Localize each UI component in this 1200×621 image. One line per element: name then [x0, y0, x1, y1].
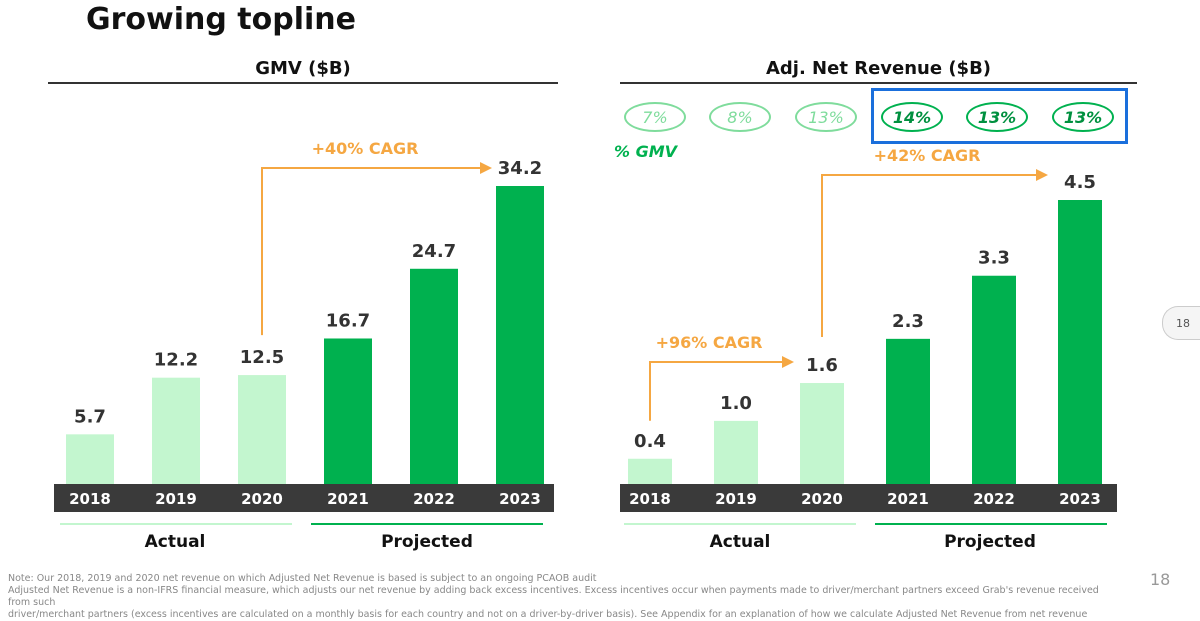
rev-heading: Adj. Net Revenue ($B) — [765, 58, 992, 79]
gmv-projected-label: Projected — [381, 532, 473, 552]
pct-gmv-2020: 13% — [795, 102, 857, 132]
rev-value-label-2022: 3.3 — [978, 248, 1010, 269]
gmv-value-label-2020: 12.5 — [240, 347, 284, 368]
page-number: 18 — [1150, 570, 1171, 589]
gmv-bar-2023 — [496, 186, 544, 484]
rev-cagr-arrow-projected — [821, 174, 1038, 338]
gmv-actual-label: Actual — [144, 532, 206, 552]
rev-value-label-2018: 0.4 — [634, 431, 666, 452]
gmv-value-label-2022: 24.7 — [412, 241, 456, 262]
rev-cagr-arrow-actual — [649, 361, 784, 421]
rev-cagr-label-actual: +96% CAGR — [656, 333, 763, 352]
rev-tick-2019: 2019 — [715, 490, 757, 508]
gmv-value-label-2019: 12.2 — [154, 350, 198, 371]
rev-cagr-arrow-actual-head — [782, 356, 794, 368]
gmv-bar-2018 — [66, 434, 114, 484]
slide-title: Growing topline — [86, 2, 356, 37]
rev-value-label-2020: 1.6 — [806, 355, 838, 376]
rev-projected-label: Projected — [944, 532, 1036, 552]
gmv-tick-2022: 2022 — [413, 490, 455, 508]
rev-bar-2019 — [714, 420, 758, 484]
pct-gmv-2018: 7% — [624, 102, 686, 132]
rev-tick-2023: 2023 — [1059, 490, 1101, 508]
rev-axis-band — [620, 484, 1117, 512]
gmv-bar-2021 — [324, 338, 372, 484]
rev-tick-2022: 2022 — [973, 490, 1015, 508]
footnote-line-3: driver/merchant partners (excess incenti… — [8, 609, 1088, 620]
footnote-line-2: Adjusted Net Revenue is a non-IFRS finan… — [8, 585, 1099, 608]
gmv-bar-2020 — [238, 375, 286, 484]
gmv-value-label-2018: 5.7 — [74, 406, 106, 427]
rev-bar-2018 — [628, 458, 672, 484]
rev-bar-2023 — [1058, 200, 1102, 484]
gmv-chart: 5.7 2018 12.2 2019 12.5 2020 16.7 2021 24.7 2022 3… — [54, 139, 554, 512]
gmv-cagr-label: +40% CAGR — [312, 139, 419, 158]
rev-actual-rule — [624, 523, 856, 525]
gmv-projected-rule — [311, 523, 543, 525]
gmv-cagr-arrow — [261, 167, 482, 336]
rev-tick-2020: 2020 — [801, 490, 843, 508]
pct-gmv-2021: 14% — [881, 102, 943, 132]
gmv-value-label-2021: 16.7 — [326, 310, 370, 331]
rev-projected-rule — [875, 523, 1107, 525]
rev-heading-rule — [620, 82, 1137, 84]
gmv-tick-2020: 2020 — [241, 490, 283, 508]
gmv-tick-2019: 2019 — [155, 490, 197, 508]
gmv-axis-band — [54, 484, 554, 512]
side-page-tab[interactable]: 18 — [1162, 306, 1200, 340]
footnote: Note: Our 2018, 2019 and 2020 net revenu… — [8, 573, 1108, 621]
gmv-actual-rule — [60, 523, 292, 525]
rev-tick-2021: 2021 — [887, 490, 929, 508]
gmv-heading-rule — [48, 82, 558, 84]
pct-gmv-2023: 13% — [1052, 102, 1114, 132]
rev-bar-2020 — [800, 383, 844, 484]
rev-value-label-2019: 1.0 — [720, 393, 752, 414]
rev-chart: 0.4 2018 1.0 2019 1.6 2020 2.3 2021 3.3 2022 4.5 20… — [620, 146, 1117, 512]
gmv-tick-2021: 2021 — [327, 490, 369, 508]
rev-value-label-2023: 4.5 — [1064, 172, 1096, 193]
pct-gmv-2022: 13% — [966, 102, 1028, 132]
rev-value-label-2021: 2.3 — [892, 311, 924, 332]
gmv-tick-2023: 2023 — [499, 490, 541, 508]
rev-bar-2022 — [972, 275, 1016, 484]
gmv-cagr-arrow-head — [480, 162, 492, 174]
gmv-tick-2018: 2018 — [69, 490, 111, 508]
pct-gmv-tag: % GMV — [614, 142, 678, 161]
gmv-heading: GMV ($B) — [255, 58, 351, 79]
rev-bar-2021 — [886, 338, 930, 484]
gmv-bar-2022 — [410, 268, 458, 484]
gmv-value-label-2023: 34.2 — [498, 158, 542, 179]
rev-actual-label: Actual — [709, 532, 771, 552]
rev-cagr-label-projected: +42% CAGR — [874, 146, 981, 165]
gmv-bar-2019 — [152, 377, 200, 484]
projected-highlight-box — [871, 88, 1128, 144]
pct-gmv-2019: 8% — [709, 102, 771, 132]
rev-tick-2018: 2018 — [629, 490, 671, 508]
rev-cagr-arrow-projected-head — [1036, 169, 1048, 181]
footnote-line-1: Note: Our 2018, 2019 and 2020 net revenu… — [8, 573, 597, 584]
